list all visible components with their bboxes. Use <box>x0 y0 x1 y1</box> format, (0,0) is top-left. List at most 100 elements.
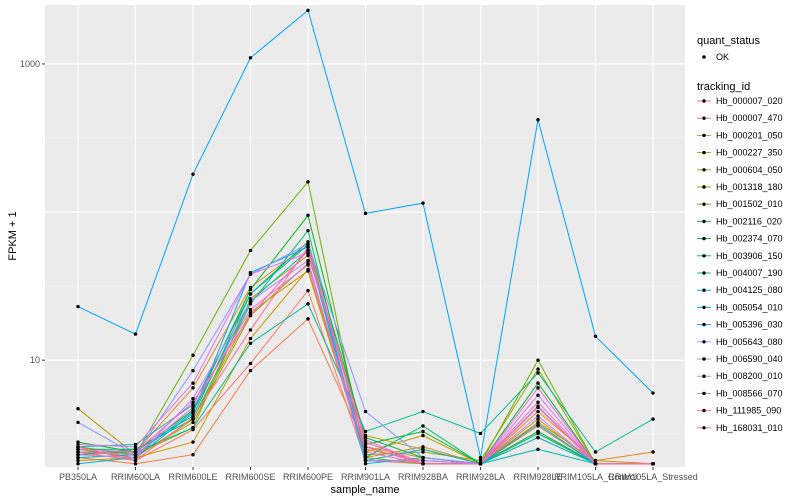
legend-key-point <box>702 99 706 103</box>
data-point <box>363 445 368 449</box>
data-point <box>133 458 138 463</box>
data-point <box>421 447 425 452</box>
x-tick-label: RRIM600SE <box>225 472 275 482</box>
legend-key-point <box>702 374 706 378</box>
x-axis: PB350LA RRIM600LA RRIM600LE RRIM600SE RRIM60… <box>59 467 698 482</box>
data-point <box>306 288 310 293</box>
data-point <box>248 272 253 276</box>
legend-entry-label: Hb_000201_050 <box>716 130 783 140</box>
legend: quant_status tracking_id OK Hb_000007_020… <box>697 35 783 433</box>
data-point <box>133 462 138 466</box>
data-point <box>536 371 540 375</box>
data-point <box>191 396 195 401</box>
x-tick-label: RRIM600LA <box>111 472 160 482</box>
legend-entry-label: Hb_006590_040 <box>716 354 783 364</box>
data-point <box>421 409 425 414</box>
grid <box>45 5 685 467</box>
legend-ok-key <box>702 55 706 59</box>
data-point <box>76 453 80 457</box>
data-point <box>76 458 80 463</box>
legend-key-point <box>702 236 706 241</box>
data-point <box>133 442 138 447</box>
data-point <box>536 393 540 397</box>
data-point <box>191 405 195 410</box>
data-point <box>76 447 80 452</box>
data-point <box>478 455 483 460</box>
legend-entry-label: Hb_001502_010 <box>716 199 783 209</box>
legend-key-point <box>702 357 706 361</box>
data-point <box>76 450 80 454</box>
data-point <box>133 450 138 454</box>
data-point <box>536 417 540 421</box>
data-point <box>248 299 253 303</box>
data-point <box>306 180 310 184</box>
data-point <box>421 458 425 463</box>
data-point <box>248 368 253 373</box>
legend-key-point <box>702 168 706 172</box>
data-point <box>248 287 253 292</box>
data-point <box>363 442 368 447</box>
data-point <box>363 450 368 454</box>
data-point <box>248 361 253 366</box>
data-point <box>536 405 540 410</box>
y-axis: 10 1000 <box>20 59 45 365</box>
legend-quant-status-title: quant_status <box>697 35 760 47</box>
data-point <box>536 118 540 122</box>
data-point <box>478 458 483 463</box>
legend-key-point <box>702 288 706 292</box>
data-point <box>536 422 540 426</box>
data-point <box>536 367 540 371</box>
data-point <box>306 228 310 233</box>
x-tick-label: RRIM600LE <box>168 472 217 482</box>
data-point <box>536 400 540 404</box>
data-point <box>76 445 80 449</box>
legend-entry-label: Hb_002116_020 <box>716 216 782 226</box>
data-point <box>248 302 253 306</box>
legend-ok-label: OK <box>716 52 729 62</box>
data-point <box>76 440 80 444</box>
legend-entry-label: Hb_111985_090 <box>716 406 781 416</box>
legend-entry-label: Hb_000007_020 <box>716 96 783 106</box>
legend-entry-label: Hb_008200_010 <box>716 371 783 381</box>
data-point <box>593 458 598 463</box>
legend-entry-label: Hb_005054_010 <box>716 302 783 312</box>
data-point <box>191 403 195 407</box>
data-point <box>248 297 253 301</box>
legend-entry-label: Hb_001318_180 <box>716 182 783 192</box>
data-point <box>191 381 195 385</box>
data-point <box>421 450 425 454</box>
data-point <box>191 368 195 373</box>
data-point <box>76 455 80 460</box>
data-point <box>191 353 195 357</box>
x-axis-title: sample_name <box>330 484 399 496</box>
x-tick-label: RRIM105LA_Stressed <box>608 472 698 482</box>
data-point <box>76 462 80 466</box>
data-point <box>593 462 598 466</box>
legend-key-point <box>702 219 706 224</box>
data-point <box>363 462 368 466</box>
data-point <box>191 420 195 425</box>
data-point <box>248 307 253 312</box>
data-point <box>478 431 483 436</box>
data-point <box>133 332 138 336</box>
legend-key-point <box>702 185 706 189</box>
legend-key-point <box>702 408 706 413</box>
data-point <box>306 251 310 255</box>
data-point <box>421 201 425 205</box>
data-point <box>306 253 310 258</box>
data-point <box>306 213 310 218</box>
data-point <box>133 453 138 457</box>
data-point <box>651 450 655 454</box>
data-point <box>363 453 368 457</box>
data-point <box>191 415 195 420</box>
legend-entry-label: Hb_168031_010 <box>716 423 783 433</box>
data-point <box>306 258 310 263</box>
data-point <box>536 409 540 414</box>
legend-entry-label: Hb_000227_350 <box>716 148 783 158</box>
data-point <box>536 431 540 436</box>
x-tick-label: RRIM928BA <box>398 472 448 482</box>
data-point <box>76 442 80 447</box>
data-point <box>76 420 80 425</box>
data-point <box>363 458 368 463</box>
data-point <box>536 386 540 390</box>
